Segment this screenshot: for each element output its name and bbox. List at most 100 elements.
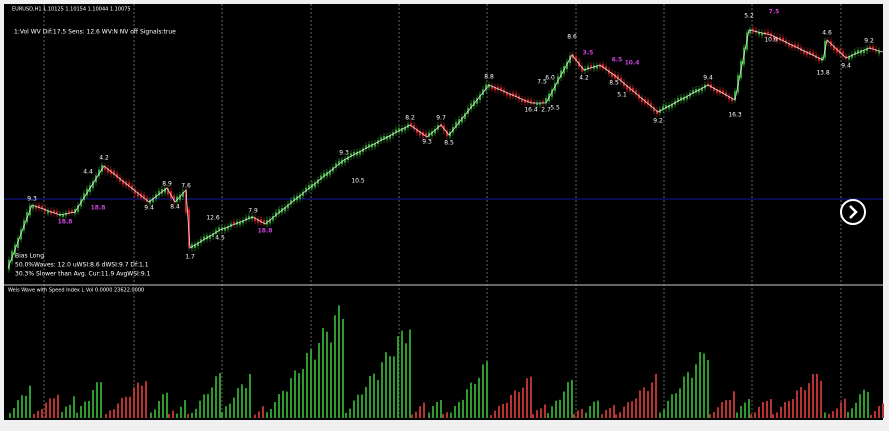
histogram-bar: [121, 398, 123, 418]
candle-body: [275, 212, 277, 217]
candle-body: [260, 219, 262, 223]
histogram-bar: [199, 400, 201, 418]
candle-body: [224, 227, 226, 231]
wave-label: 8.5: [444, 140, 454, 147]
candle-body: [560, 70, 562, 78]
histogram-bar: [401, 330, 403, 418]
candle-body: [179, 194, 181, 201]
candle-body: [782, 37, 784, 42]
wave-label: 9.3: [422, 139, 432, 146]
histogram-bar: [158, 401, 160, 418]
chevron-icon[interactable]: [849, 205, 858, 219]
histogram-bar: [788, 400, 790, 418]
histogram-bar: [381, 362, 383, 418]
candle-body: [464, 113, 466, 119]
candle-body: [761, 32, 763, 36]
candle-body: [431, 131, 433, 136]
candle-body: [530, 100, 532, 103]
histogram-bar: [373, 373, 375, 418]
histogram-bar: [302, 368, 304, 418]
histogram-bar: [619, 412, 621, 418]
candle-body: [212, 233, 214, 238]
histogram-bar: [800, 387, 802, 418]
candle-body: [656, 110, 658, 114]
histogram-bar: [605, 410, 607, 418]
candle-body: [587, 66, 589, 70]
candle-body: [401, 128, 403, 132]
candle-body: [353, 151, 355, 156]
histogram-bar: [470, 382, 472, 418]
histogram-bar: [172, 410, 174, 418]
candle-body: [470, 103, 472, 110]
wave-label: 4.4: [83, 169, 93, 176]
candle-body: [344, 158, 346, 163]
histogram-bar: [184, 400, 186, 418]
histogram-bar: [631, 401, 633, 418]
histogram-bar: [278, 394, 280, 418]
histogram-bar: [318, 342, 320, 418]
histogram-bar: [555, 400, 557, 418]
candle-body: [254, 217, 256, 222]
scroll-button[interactable]: [840, 199, 866, 225]
candle-body: [494, 86, 496, 91]
histogram-bar: [57, 394, 59, 418]
wave-label: 13.8: [816, 70, 830, 77]
histogram-bar: [540, 408, 542, 418]
histogram-bar: [154, 409, 156, 418]
histogram-bar: [615, 414, 617, 418]
candle-body: [866, 47, 868, 52]
histogram-bar: [349, 408, 351, 418]
candle-body: [98, 169, 100, 177]
candle-body: [833, 45, 835, 51]
histogram-bar: [76, 412, 78, 418]
candle-body: [308, 185, 310, 190]
candle-body: [479, 94, 481, 101]
histogram-bar: [221, 412, 223, 418]
histogram-bar: [9, 413, 11, 418]
candle-body: [143, 194, 145, 200]
candle-body: [605, 66, 607, 71]
candle-body: [404, 127, 406, 131]
histogram-bar: [832, 411, 834, 418]
candle-body: [41, 205, 43, 210]
histogram-bar: [45, 402, 47, 418]
histogram-bar: [219, 373, 221, 418]
wave-label: 9.2: [864, 38, 874, 45]
histogram-bar: [405, 343, 407, 418]
histogram-bar: [699, 352, 701, 418]
histogram-bar: [874, 410, 876, 418]
candle-body: [173, 195, 175, 202]
candle-body: [116, 173, 118, 178]
candle-body: [152, 197, 154, 203]
candle-body: [686, 95, 688, 100]
histogram-bar: [53, 398, 55, 418]
candle-body: [230, 223, 232, 227]
candle-body: [599, 64, 601, 68]
candle-body: [107, 168, 109, 173]
candle-body: [146, 197, 148, 202]
histogram-bar: [544, 404, 546, 418]
wave-label: 3.5: [583, 50, 594, 57]
button-circle[interactable]: [840, 199, 866, 225]
histogram-bar: [254, 414, 256, 418]
histogram-bar: [663, 409, 665, 418]
histogram-bar: [758, 406, 760, 418]
candle-body: [524, 99, 526, 103]
candle-body: [809, 51, 811, 55]
histogram-bar: [361, 394, 363, 418]
wave-label: 8.9: [162, 181, 172, 188]
wave-label: 6.0: [545, 75, 555, 82]
histogram-bar: [514, 390, 516, 418]
histogram-bar: [567, 382, 569, 418]
histogram-bar: [750, 414, 752, 418]
histogram-bar: [419, 406, 421, 418]
candle-body: [290, 199, 292, 205]
histogram-bar: [105, 414, 107, 418]
histogram-bar: [237, 388, 239, 418]
histogram-bar: [411, 414, 413, 418]
histogram-bar: [482, 364, 484, 418]
histogram-bar: [49, 398, 51, 418]
candle-body: [509, 93, 511, 97]
wave-label: 10.4: [625, 60, 640, 67]
